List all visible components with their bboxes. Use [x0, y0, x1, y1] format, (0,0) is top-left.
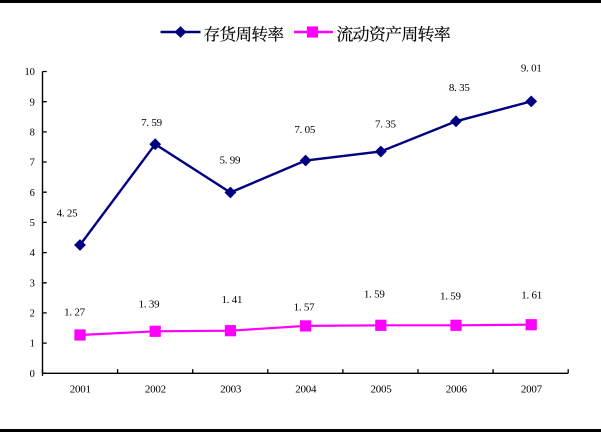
svg-text:2005: 2005	[371, 384, 393, 396]
svg-text:1. 41: 1. 41	[222, 294, 243, 306]
svg-text:9: 9	[30, 97, 35, 108]
svg-text:8. 35: 8. 35	[449, 82, 471, 94]
svg-text:10: 10	[24, 67, 34, 78]
svg-text:7. 05: 7. 05	[294, 124, 316, 136]
svg-text:8: 8	[30, 128, 35, 139]
svg-text:3: 3	[30, 278, 35, 289]
svg-text:1. 61: 1. 61	[521, 290, 542, 302]
svg-text:6: 6	[30, 188, 35, 199]
svg-text:7. 35: 7. 35	[375, 119, 397, 131]
svg-text:2007: 2007	[521, 384, 543, 396]
svg-text:1: 1	[30, 339, 35, 350]
svg-text:5. 99: 5. 99	[220, 154, 242, 166]
svg-text:9. 01: 9. 01	[521, 63, 542, 75]
svg-text:4: 4	[30, 248, 36, 259]
svg-text:7. 59: 7. 59	[141, 117, 163, 129]
svg-text:2: 2	[30, 309, 35, 320]
svg-text:2004: 2004	[295, 384, 317, 396]
svg-text:1. 39: 1. 39	[139, 298, 161, 310]
svg-text:1. 57: 1. 57	[294, 302, 316, 314]
svg-text:2001: 2001	[70, 384, 91, 396]
svg-text:1. 59: 1. 59	[364, 289, 386, 301]
svg-text:4. 25: 4. 25	[57, 208, 79, 220]
svg-text:1. 59: 1. 59	[440, 290, 462, 302]
svg-text:2006: 2006	[446, 384, 468, 396]
svg-text:5: 5	[30, 218, 35, 229]
svg-text:2003: 2003	[220, 384, 242, 396]
svg-text:7: 7	[30, 158, 35, 169]
svg-text:2002: 2002	[145, 384, 166, 396]
svg-text:1. 27: 1. 27	[64, 307, 86, 319]
svg-text:0: 0	[30, 369, 35, 380]
